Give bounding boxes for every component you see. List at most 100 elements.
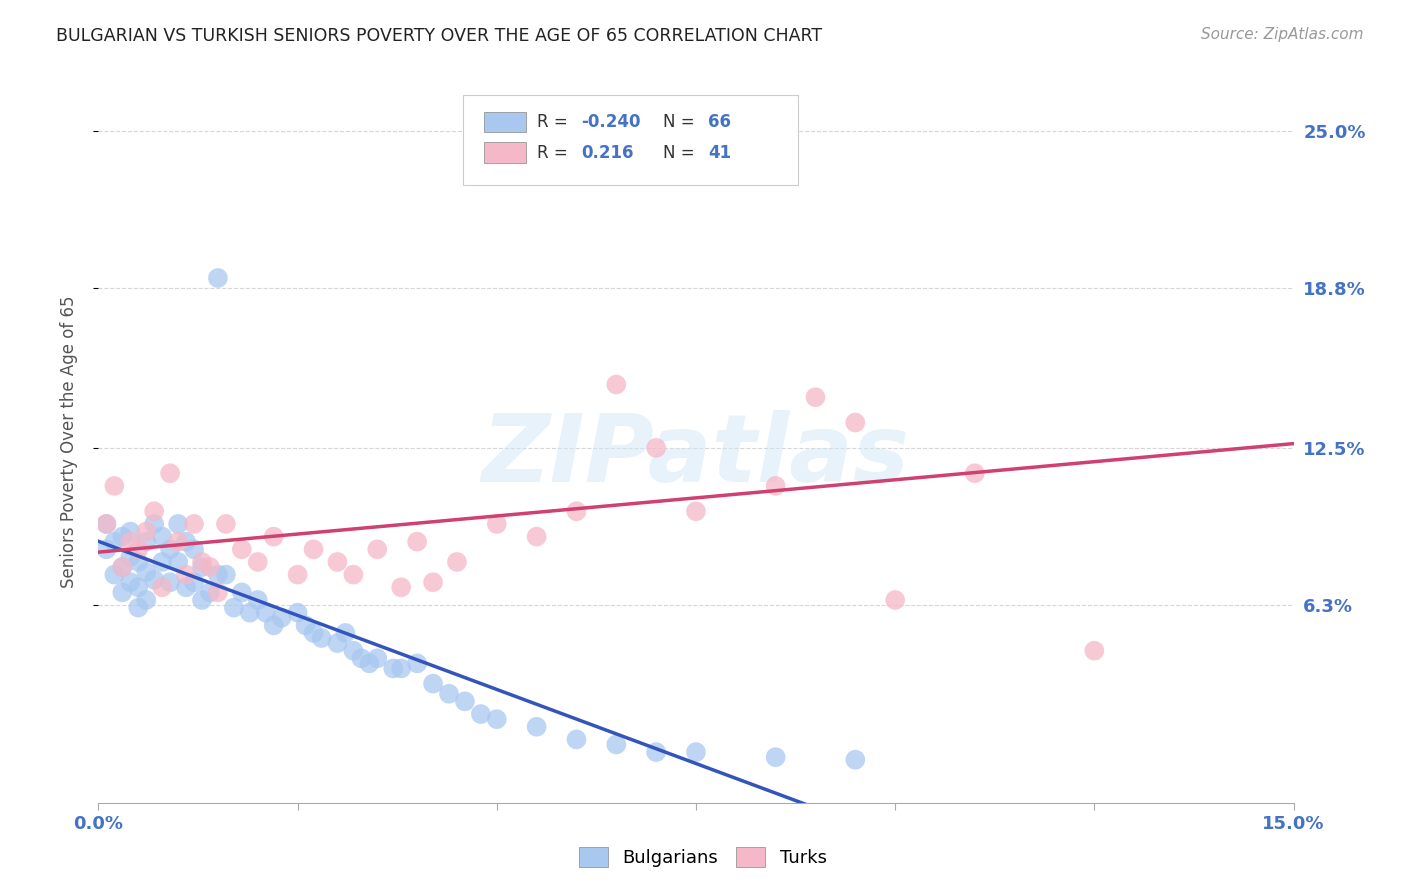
Point (215, 516, 238, 531)
Point (302, 542, 325, 557)
Point (127, 600, 149, 615)
Point (765, 750, 787, 764)
Point (326, 636, 349, 650)
Text: BULGARIAN VS TURKISH SENIORS POVERTY OVER THE AGE OF 65 CORRELATION CHART: BULGARIAN VS TURKISH SENIORS POVERTY OVE… (56, 27, 823, 45)
Point (645, 441, 668, 455)
Bar (485, 112, 526, 132)
Point (96, 516, 118, 531)
Point (135, 593, 157, 607)
Text: -0.240: -0.240 (581, 113, 641, 131)
Point (804, 390, 827, 404)
Point (127, 580, 149, 594)
Point (844, 416, 866, 430)
Point (120, 549, 142, 564)
Point (470, 707, 492, 722)
Point (389, 661, 412, 675)
Point (454, 694, 477, 708)
Point (270, 611, 292, 625)
Point (143, 516, 166, 531)
Point (302, 626, 325, 640)
Point (135, 565, 157, 579)
Point (191, 560, 214, 574)
Point (1083, 643, 1105, 657)
Text: R =: R = (537, 113, 574, 131)
Point (311, 631, 333, 645)
Point (111, 560, 134, 574)
Point (884, 593, 907, 607)
Text: 0.216: 0.216 (581, 144, 634, 161)
Point (724, 161, 747, 176)
Text: N =: N = (662, 144, 699, 161)
Point (183, 542, 205, 557)
Point (135, 524, 157, 539)
Point (159, 575, 181, 590)
Point (342, 567, 364, 582)
Point (239, 606, 262, 620)
Point (605, 377, 627, 392)
Y-axis label: Seniors Poverty Over the Age of 65: Seniors Poverty Over the Age of 65 (59, 295, 77, 588)
Point (183, 575, 205, 590)
Point (263, 530, 285, 544)
Point (215, 567, 238, 582)
Point (645, 745, 668, 759)
Point (120, 534, 142, 549)
Point (159, 467, 181, 481)
Point (359, 657, 381, 671)
Point (422, 676, 444, 690)
Point (191, 593, 214, 607)
Point (222, 600, 245, 615)
Point (565, 504, 588, 518)
Point (485, 516, 508, 531)
Point (446, 555, 468, 569)
Text: 41: 41 (709, 144, 731, 161)
Point (335, 626, 357, 640)
Point (844, 753, 866, 767)
Point (120, 575, 142, 590)
Point (526, 720, 548, 734)
Point (326, 555, 349, 569)
Point (174, 534, 197, 549)
Point (246, 555, 269, 569)
Legend: Bulgarians, Turks: Bulgarians, Turks (572, 839, 834, 874)
Point (143, 504, 166, 518)
Point (96, 542, 118, 557)
Point (135, 534, 157, 549)
Text: R =: R = (537, 144, 574, 161)
Point (685, 745, 707, 759)
Point (287, 567, 309, 582)
Bar (485, 143, 526, 162)
Point (422, 575, 444, 590)
Point (150, 530, 173, 544)
Point (526, 530, 548, 544)
Point (183, 516, 205, 531)
FancyBboxPatch shape (463, 95, 797, 185)
Point (963, 467, 986, 481)
Point (103, 534, 125, 549)
Point (174, 580, 197, 594)
Point (605, 738, 627, 752)
Point (111, 560, 134, 574)
Point (382, 661, 405, 675)
Point (150, 555, 173, 569)
Point (198, 560, 221, 574)
Point (231, 542, 253, 557)
Point (485, 712, 508, 726)
Point (437, 687, 460, 701)
Text: N =: N = (662, 113, 699, 131)
Point (207, 567, 229, 582)
Point (246, 593, 269, 607)
Text: ZIPatlas: ZIPatlas (482, 410, 910, 502)
Point (103, 479, 125, 493)
Point (167, 516, 190, 531)
Point (143, 573, 166, 587)
Point (685, 504, 707, 518)
Point (96, 516, 118, 531)
Point (111, 530, 134, 544)
Point (565, 732, 588, 747)
Point (174, 567, 197, 582)
Point (342, 643, 364, 657)
Point (389, 580, 412, 594)
Point (159, 542, 181, 557)
Point (254, 606, 277, 620)
Point (406, 534, 429, 549)
